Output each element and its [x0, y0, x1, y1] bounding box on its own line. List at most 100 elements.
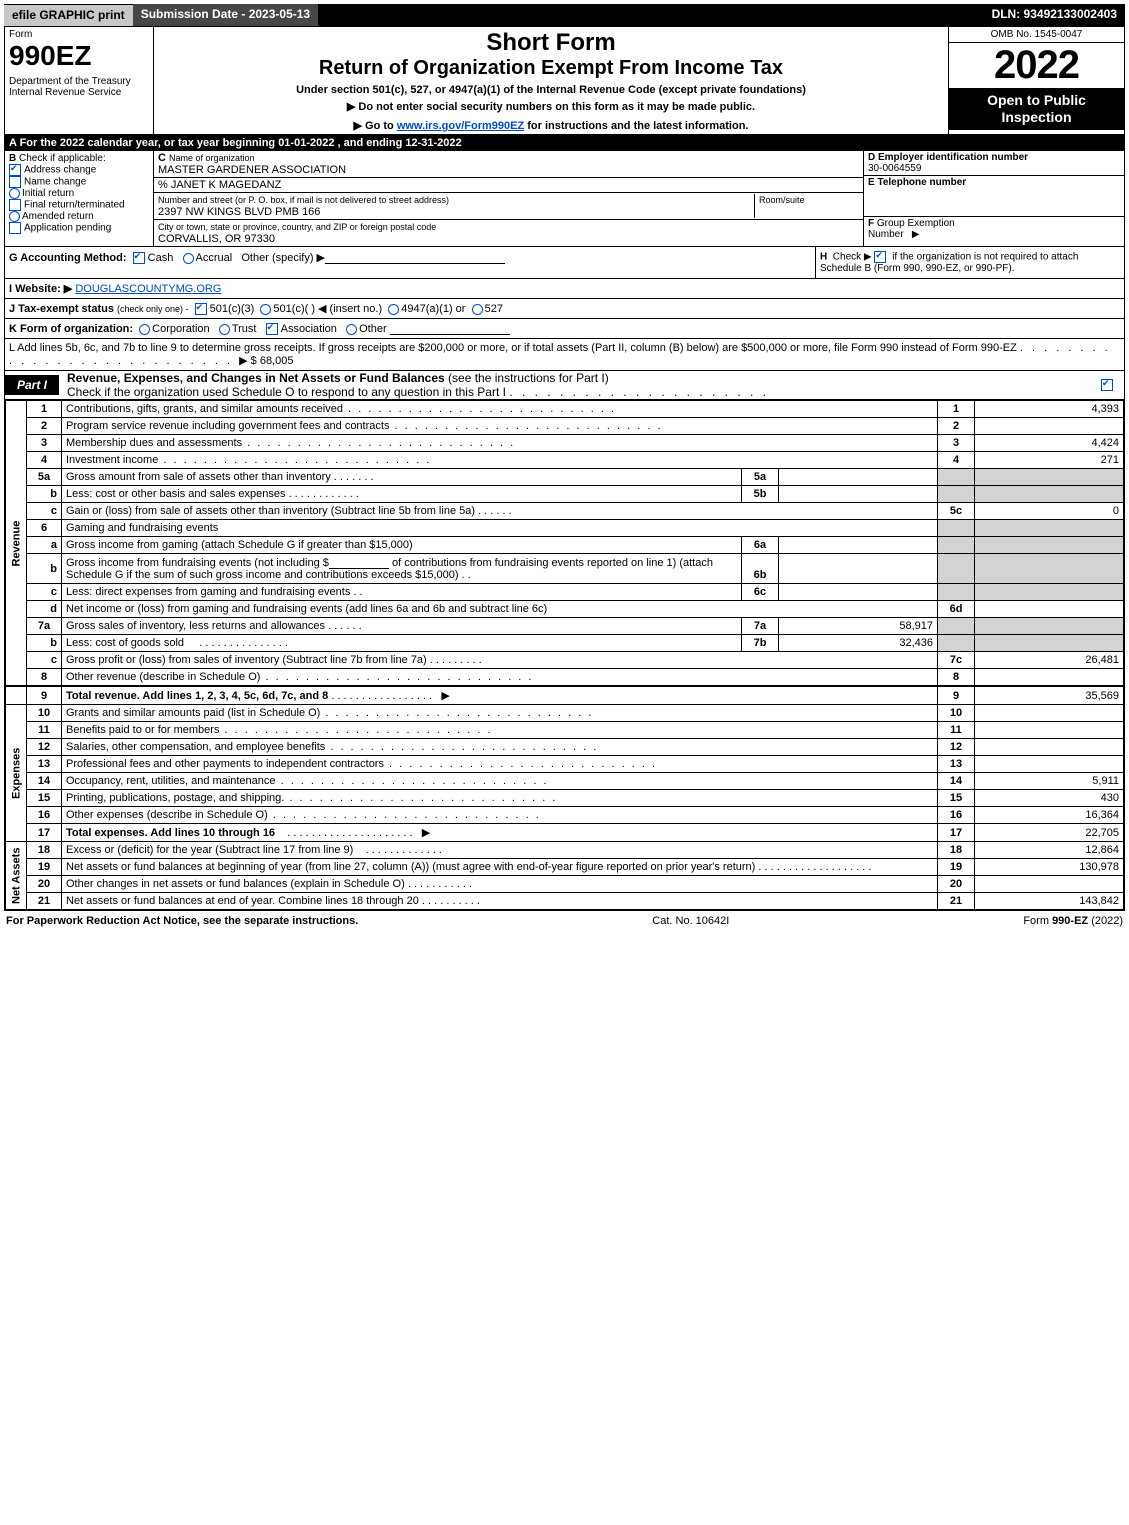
line-14: 14Occupancy, rent, utilities, and mainte…	[6, 773, 1124, 790]
section-gh: G Accounting Method: Cash Accrual Other …	[5, 247, 1124, 279]
line-15-num: 15	[938, 790, 975, 807]
line-13-amt	[975, 756, 1124, 773]
checkbox-address-change[interactable]	[9, 164, 21, 176]
line-2-text: Program service revenue including govern…	[66, 420, 389, 432]
footer-paperwork: For Paperwork Reduction Act Notice, see …	[6, 915, 358, 927]
section-def: D Employer identification number 30-0064…	[863, 151, 1124, 246]
line-8-amt	[975, 669, 1124, 687]
line-19: 19Net assets or fund balances at beginni…	[6, 859, 1124, 876]
line-21-num: 21	[938, 893, 975, 910]
part-1-tag: Part I	[5, 375, 59, 395]
return-title: Return of Organization Exempt From Incom…	[158, 57, 944, 80]
line-11-amt	[975, 722, 1124, 739]
line-15-text: Printing, publications, postage, and shi…	[66, 792, 284, 804]
line-1-amt: 4,393	[975, 401, 1124, 418]
line-8-text: Other revenue (describe in Schedule O)	[66, 671, 260, 683]
line-10-amt	[975, 705, 1124, 722]
line-13-text: Professional fees and other payments to …	[66, 758, 384, 770]
line-17-num: 17	[938, 824, 975, 842]
tax-year: 2022	[949, 43, 1124, 88]
section-h: H Check ▶ if the organization is not req…	[815, 247, 1124, 278]
checkbox-schedule-o[interactable]	[1101, 379, 1113, 391]
line-2: 2 Program service revenue including gover…	[6, 418, 1124, 435]
checkbox-application-pending[interactable]	[9, 222, 21, 234]
bullet-goto: ▶ Go to www.irs.gov/Form990EZ for instru…	[158, 119, 944, 132]
line-7b-text: Less: cost of goods sold	[66, 637, 184, 649]
ein-value: 30-0064559	[868, 163, 921, 174]
line-6a-mid-val	[779, 537, 938, 554]
line-6-text: Gaming and fundraising events	[62, 520, 938, 537]
room-label: Room/suite	[759, 195, 805, 205]
line-12: 12Salaries, other compensation, and empl…	[6, 739, 1124, 756]
other-method-input[interactable]	[325, 251, 505, 264]
net-assets-vlabel: Net Assets	[6, 842, 27, 910]
efile-print-label[interactable]: efile GRAPHIC print	[4, 4, 133, 26]
line-6d: dNet income or (loss) from gaming and fu…	[6, 601, 1124, 618]
g-label: G Accounting Method:	[9, 252, 127, 264]
line-3-amt: 4,424	[975, 435, 1124, 452]
line-4-text: Investment income	[66, 454, 158, 466]
line-5a: 5aGross amount from sale of assets other…	[6, 469, 1124, 486]
section-k: K Form of organization: Corporation Trus…	[5, 319, 1124, 339]
checkbox-name-change[interactable]	[9, 176, 21, 188]
checkbox-association[interactable]	[266, 323, 278, 335]
line-3: 3Membership dues and assessments 34,424	[6, 435, 1124, 452]
goto-post: for instructions and the latest informat…	[524, 120, 748, 132]
irs-label: Internal Revenue Service	[9, 87, 149, 98]
irs-link[interactable]: www.irs.gov/Form990EZ	[397, 120, 524, 132]
radio-initial-return[interactable]	[9, 188, 20, 199]
i-label: I Website: ▶	[9, 283, 72, 295]
line-17-amt: 22,705	[975, 824, 1124, 842]
website-link[interactable]: DOUGLASCOUNTYMG.ORG	[75, 283, 221, 295]
part-1-title: Revenue, Expenses, and Changes in Net As…	[59, 371, 1093, 399]
line-6b-pre: Gross income from fundraising events (no…	[66, 557, 329, 569]
radio-527[interactable]	[472, 304, 483, 315]
line-10-text: Grants and similar amounts paid (list in…	[66, 707, 320, 719]
opt-527: 527	[485, 303, 503, 315]
line-1: Revenue 1 Contributions, gifts, grants, …	[6, 401, 1124, 418]
checkbox-final-return[interactable]	[9, 199, 21, 211]
checkbox-cash[interactable]	[133, 252, 145, 264]
part-1-check-text: Check if the organization used Schedule …	[67, 385, 506, 399]
line-18-text: Excess or (deficit) for the year (Subtra…	[66, 844, 353, 856]
radio-corporation[interactable]	[139, 324, 150, 335]
line-6c-mid-num: 6c	[742, 584, 779, 601]
other-org-input[interactable]	[390, 322, 510, 335]
opt-amended: Amended return	[22, 211, 94, 222]
line-3-num: 3	[938, 435, 975, 452]
line-14-amt: 5,911	[975, 773, 1124, 790]
radio-accrual[interactable]	[183, 253, 194, 264]
line-5b-mid-val	[779, 486, 938, 503]
d-label: D Employer identification number	[868, 152, 1028, 163]
line-20-text: Other changes in net assets or fund bala…	[66, 878, 405, 890]
line-18-num: 18	[938, 842, 975, 859]
line-6b-blank[interactable]	[329, 556, 389, 569]
bullet-no-ssn: Do not enter social security numbers on …	[158, 100, 944, 113]
line-6c-mid-val	[779, 584, 938, 601]
section-i: I Website: ▶ DOUGLASCOUNTYMG.ORG	[5, 279, 1124, 299]
section-b: B Check if applicable: Address change Na…	[5, 151, 154, 246]
checkbox-no-schedule-b[interactable]	[874, 251, 886, 263]
open-to-public: Open to Public Inspection	[949, 88, 1124, 130]
radio-amended-return[interactable]	[9, 211, 20, 222]
radio-other-org[interactable]	[346, 324, 357, 335]
line-20-amt	[975, 876, 1124, 893]
header-mid-col: Short Form Return of Organization Exempt…	[154, 27, 948, 134]
checkbox-501c3[interactable]	[195, 303, 207, 315]
line-6d-text: Net income or (loss) from gaming and fun…	[66, 603, 547, 615]
opt-final: Final return/terminated	[24, 200, 125, 211]
line-9: 9Total revenue. Add lines 1, 2, 3, 4, 5c…	[6, 686, 1124, 705]
city-state-zip: CORVALLIS, OR 97330	[158, 233, 275, 245]
radio-4947[interactable]	[388, 304, 399, 315]
line-2-num: 2	[938, 418, 975, 435]
line-14-text: Occupancy, rent, utilities, and maintena…	[66, 775, 276, 787]
line-7c: cGross profit or (loss) from sales of in…	[6, 652, 1124, 669]
line-16-text: Other expenses (describe in Schedule O)	[66, 809, 268, 821]
line-6b-mid-val	[779, 554, 938, 584]
radio-trust[interactable]	[219, 324, 230, 335]
radio-501c[interactable]	[260, 304, 271, 315]
line-12-text: Salaries, other compensation, and employ…	[66, 741, 325, 753]
f-arrow: ▶	[912, 229, 920, 240]
line-7c-num: 7c	[938, 652, 975, 669]
h-check-text: Check ▶	[833, 252, 872, 263]
